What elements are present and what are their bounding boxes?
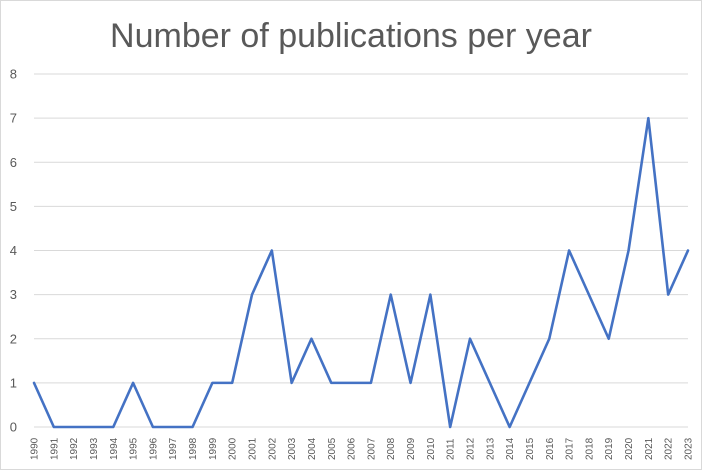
x-tick-label: 1991 [49, 437, 60, 460]
data-point [150, 425, 155, 430]
data-point [230, 380, 235, 385]
data-point [91, 425, 96, 430]
data-point [408, 380, 413, 385]
data-point [527, 380, 532, 385]
data-point [269, 248, 274, 253]
x-tick-label: 2016 [545, 437, 556, 460]
data-point [567, 248, 572, 253]
x-tick-label: 2001 [248, 437, 259, 460]
gridlines [34, 73, 688, 384]
y-tick-label: 3 [10, 287, 17, 302]
x-tick-label: 2010 [426, 437, 437, 460]
x-tick-label: 2002 [267, 437, 278, 460]
y-tick-label: 2 [10, 331, 17, 346]
x-tick-label: 2005 [327, 437, 338, 460]
x-tick-label: 2009 [406, 437, 417, 460]
y-tick-label: 5 [10, 199, 17, 214]
data-point [51, 425, 56, 430]
x-tick-label: 2021 [644, 437, 655, 460]
data-point [468, 336, 473, 341]
data-point [448, 425, 453, 430]
data-point [646, 116, 651, 121]
x-tick-label: 2000 [228, 437, 239, 460]
data-point [666, 292, 671, 297]
x-tick-label: 2011 [446, 438, 457, 460]
x-tick-label: 2014 [505, 437, 516, 460]
data-point [111, 425, 116, 430]
x-tick-label: 1990 [30, 437, 41, 460]
y-axis: 0 1 2 3 4 5 6 7 8 [10, 67, 17, 435]
data-point [32, 380, 37, 385]
data-point [210, 380, 215, 385]
x-tick-label: 1992 [69, 437, 80, 460]
x-tick-label: 2023 [684, 437, 695, 460]
data-point [388, 292, 393, 297]
x-tick-label: 1999 [208, 437, 219, 460]
chart-title: Number of publications per year [110, 17, 592, 55]
x-tick-label: 1998 [188, 437, 199, 460]
data-point [349, 380, 354, 385]
x-tick-label: 2003 [287, 437, 298, 460]
x-tick-label: 2017 [565, 437, 576, 460]
data-point [547, 336, 552, 341]
data-point [329, 380, 334, 385]
data-point [428, 292, 433, 297]
x-tick-label: 2007 [366, 437, 377, 460]
data-point [190, 425, 195, 430]
data-point [170, 425, 175, 430]
x-tick-label: 2004 [307, 437, 318, 460]
series-line [32, 116, 690, 429]
data-point [686, 248, 691, 253]
y-tick-label: 6 [10, 155, 17, 170]
x-tick-label: 2008 [386, 437, 397, 460]
y-tick-label: 4 [10, 243, 17, 258]
x-tick-label: 2022 [664, 437, 675, 460]
data-point [507, 425, 512, 430]
data-point [289, 380, 294, 385]
data-point [586, 292, 591, 297]
y-tick-label: 0 [10, 420, 17, 435]
x-tick-label: 2019 [604, 437, 615, 460]
y-tick-label: 8 [10, 67, 17, 82]
x-tick-label: 2013 [485, 437, 496, 460]
data-point [487, 380, 492, 385]
x-tick-label: 2018 [584, 437, 595, 460]
data-point [250, 292, 255, 297]
x-tick-label: 2006 [347, 437, 358, 460]
data-point [131, 380, 136, 385]
x-tick-label: 1994 [109, 437, 120, 460]
y-tick-label: 7 [10, 111, 17, 126]
x-tick-label: 1995 [129, 437, 140, 460]
x-tick-label: 2015 [525, 437, 536, 460]
data-point [626, 248, 631, 253]
x-tick-label: 2012 [466, 437, 477, 460]
x-tick-label: 2020 [624, 437, 635, 460]
x-tick-label: 1996 [148, 437, 159, 460]
series-layer [32, 116, 691, 430]
x-tick-label: 1993 [89, 437, 100, 460]
data-point [606, 336, 611, 341]
x-tick-label: 1997 [168, 437, 179, 460]
x-axis: 1990 1991 1992 1993 1994 1995 1996 1997 1998 1999… [30, 426, 695, 460]
data-point [309, 336, 314, 341]
data-point [71, 425, 76, 430]
data-point [368, 380, 373, 385]
y-tick-label: 1 [10, 375, 17, 390]
